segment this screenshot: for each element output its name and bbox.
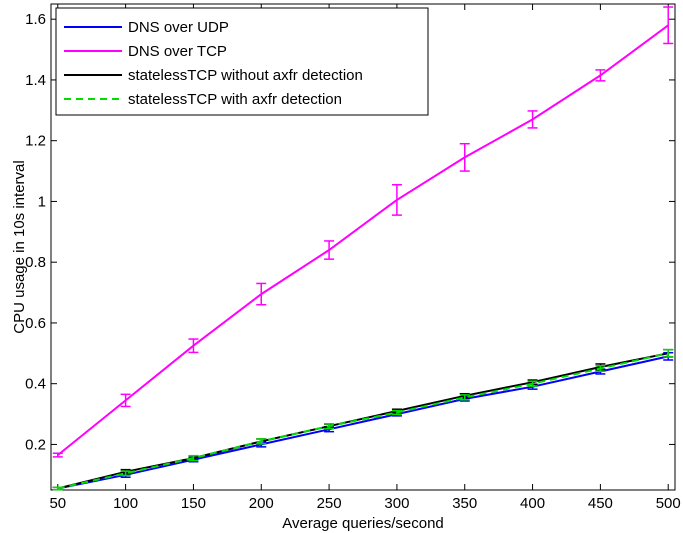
series-line (57, 24, 669, 456)
legend-label: DNS over UDP (128, 19, 229, 36)
y-axis-label: CPU usage in 10s interval (11, 160, 28, 333)
y-axis: 0.2 0.4 0.6 0.8 1 1.2 1.4 1.6 (25, 11, 675, 453)
y-tick-label: 1 (38, 193, 46, 210)
legend-box (55, 7, 429, 116)
series-line (57, 352, 669, 490)
y-tick-label: 0.6 (25, 315, 46, 332)
legend: DNS over UDP DNS over TCP statelessTCP wit… (55, 7, 429, 116)
y-tick-label: 1.4 (25, 72, 46, 89)
x-axis: 50 100 150 200 250 300 350 400 450 500 (49, 4, 681, 512)
x-tick-label: 500 (656, 495, 681, 512)
y-tick-label: 0.4 (25, 376, 46, 393)
y-tick-label: 0.2 (25, 436, 46, 453)
x-tick-label: 300 (384, 495, 409, 512)
series-group (52, 6, 674, 458)
legend-label: statelessTCP without axfr detection (128, 67, 363, 84)
x-tick-label: 100 (113, 495, 138, 512)
x-axis-label: Average queries/second (282, 515, 444, 532)
y-tick-label: 0.8 (25, 254, 46, 271)
x-tick-label: 50 (49, 495, 66, 512)
x-tick-label: 350 (452, 495, 477, 512)
series-layer (52, 6, 674, 491)
legend-label: statelessTCP with axfr detection (128, 91, 342, 108)
x-tick-label: 250 (317, 495, 342, 512)
x-tick-label: 400 (520, 495, 545, 512)
y-tick-label: 1.2 (25, 133, 46, 150)
series-group (52, 348, 674, 491)
x-tick-label: 450 (588, 495, 613, 512)
legend-label: DNS over TCP (128, 43, 227, 60)
x-tick-label: 200 (249, 495, 274, 512)
series-line (57, 355, 669, 490)
y-tick-label: 1.6 (25, 11, 46, 28)
x-tick-label: 150 (181, 495, 206, 512)
